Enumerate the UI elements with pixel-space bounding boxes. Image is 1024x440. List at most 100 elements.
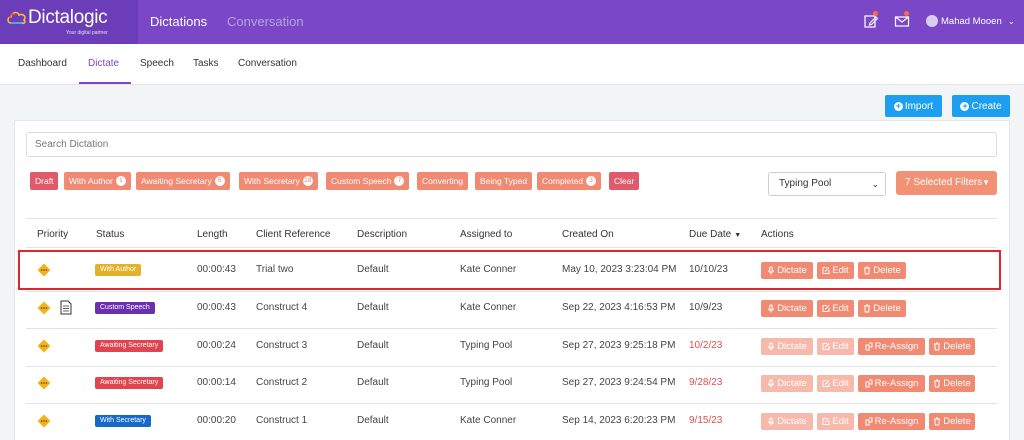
column-header-assigned-to[interactable]: Assigned to: [460, 229, 513, 240]
filter-chip-with-author[interactable]: With Author 1: [64, 172, 131, 190]
import-label: Import: [904, 100, 934, 112]
client-reference-cell: Construct 1: [256, 415, 308, 426]
column-header-description[interactable]: Description: [357, 229, 408, 240]
row-divider: [26, 328, 997, 329]
typing-pool-select[interactable]: Typing Pool ⌄: [768, 172, 886, 196]
due-date-cell: 10/10/23: [689, 264, 728, 275]
action-label: Re-Assign: [874, 341, 919, 352]
dictate-button[interactable]: Dictate: [761, 413, 813, 430]
filter-chip-with-secretary[interactable]: With Secretary 18: [239, 172, 318, 190]
document-icon[interactable]: [60, 300, 72, 315]
tab-dictate[interactable]: Dictate: [88, 58, 120, 69]
action-label: Delete: [873, 303, 901, 314]
assigned-to-cell: Kate Conner: [460, 264, 517, 275]
tab-speech[interactable]: Speech: [140, 58, 174, 69]
delete-button[interactable]: Delete: [929, 375, 975, 392]
re-assign-button[interactable]: Re-Assign: [858, 375, 925, 392]
filter-chip-converting[interactable]: Converting: [417, 172, 469, 190]
microphone-icon: [768, 417, 775, 426]
edit-button[interactable]: Edit: [817, 338, 854, 355]
dictate-button[interactable]: Dictate: [761, 375, 813, 392]
edit-button[interactable]: Edit: [817, 413, 854, 430]
delete-button[interactable]: Delete: [929, 413, 975, 430]
mail-notification-dot: [904, 11, 909, 16]
nav-dictations[interactable]: Dictations: [150, 14, 208, 29]
column-header-created-on[interactable]: Created On: [562, 229, 614, 240]
sort-desc-icon: ▼: [732, 232, 742, 239]
reassign-icon: [865, 417, 873, 426]
filter-chip-draft[interactable]: Draft: [30, 172, 59, 190]
plus-circle-icon: +: [893, 100, 903, 111]
action-label: Delete: [943, 416, 971, 427]
priority-icon: [37, 263, 51, 277]
delete-button[interactable]: Delete: [929, 338, 975, 355]
edit-icon: [822, 418, 830, 425]
create-label: Create: [971, 100, 1002, 112]
sub-navigation: Dashboard Dictate Speech Tasks Conversat…: [0, 44, 1024, 85]
microphone-icon: [768, 266, 775, 275]
row-divider: [26, 291, 997, 292]
column-header-length[interactable]: Length: [197, 229, 228, 240]
filter-chip-awaiting-secretary[interactable]: Awaiting Secretary 5: [136, 172, 230, 190]
user-avatar-icon[interactable]: [926, 15, 938, 27]
chip-label: With Author: [69, 176, 113, 186]
trash-icon: [934, 342, 941, 351]
edit-button[interactable]: Edit: [817, 375, 854, 392]
user-name[interactable]: Mahad Mooen: [941, 16, 1002, 27]
action-label: Edit: [832, 265, 849, 276]
description-cell: Default: [357, 377, 389, 388]
chevron-down-icon[interactable]: ⌄: [1008, 17, 1015, 26]
row-divider: [26, 366, 997, 367]
create-button[interactable]: + Create: [952, 95, 1010, 117]
length-cell: 00:00:20: [197, 415, 236, 426]
plus-circle-icon: +: [960, 100, 970, 111]
filter-chip-completed[interactable]: Completed 3: [537, 172, 602, 190]
chip-label: With Secretary: [244, 176, 300, 186]
action-label: Re-Assign: [874, 378, 919, 389]
column-header-priority[interactable]: Priority: [37, 229, 69, 240]
mail-icon[interactable]: [894, 13, 910, 29]
edit-icon: [822, 343, 830, 350]
microphone-icon: [768, 379, 775, 388]
filter-chip-custom-speech[interactable]: Custom Speech 7: [326, 172, 410, 190]
re-assign-button[interactable]: Re-Assign: [858, 338, 925, 355]
tab-conversation[interactable]: Conversation: [238, 58, 297, 69]
priority-icon: [37, 301, 51, 315]
tab-dashboard[interactable]: Dashboard: [18, 58, 67, 69]
dictate-button[interactable]: Dictate: [761, 262, 813, 279]
priority-icon: [37, 339, 51, 353]
dictate-button[interactable]: Dictate: [761, 300, 813, 317]
status-badge: Custom Speech: [95, 302, 155, 314]
edit-button[interactable]: Edit: [817, 300, 854, 317]
filters-label: 7 Selected Filters: [905, 177, 983, 188]
edit-note-icon[interactable]: [863, 13, 879, 29]
column-header-status[interactable]: Status: [96, 229, 125, 240]
divider: [26, 247, 997, 248]
chip-count: 3: [586, 176, 597, 186]
status-badge: Awaiting Secretary: [95, 340, 164, 352]
description-cell: Default: [357, 415, 389, 426]
search-input[interactable]: Search Dictation: [26, 132, 997, 157]
created-on-cell: Sep 14, 2023 6:20:23 PM: [562, 415, 676, 426]
tab-tasks[interactable]: Tasks: [193, 58, 219, 69]
logo[interactable]: Dictalogic Your digital partner: [0, 0, 138, 44]
selected-filters-button[interactable]: 7 Selected Filters ▼: [896, 171, 997, 195]
re-assign-button[interactable]: Re-Assign: [858, 413, 925, 430]
edit-button[interactable]: Edit: [817, 262, 854, 279]
chevron-down-icon: ⌄: [871, 179, 879, 189]
dictate-button[interactable]: Dictate: [761, 338, 813, 355]
column-header-due-date[interactable]: Due Date ▼: [689, 229, 741, 240]
nav-conversation[interactable]: Conversation: [227, 14, 304, 29]
column-header-client-reference[interactable]: Client Reference: [256, 229, 331, 240]
delete-button[interactable]: Delete: [858, 300, 906, 317]
filter-chip-clear[interactable]: Clear: [609, 172, 640, 190]
import-button[interactable]: + Import: [885, 95, 942, 117]
delete-button[interactable]: Delete: [858, 262, 906, 279]
filter-chip-being-typed[interactable]: Being Typed: [475, 172, 533, 190]
created-on-cell: Sep 27, 2023 9:24:54 PM: [562, 377, 676, 388]
action-label: Delete: [943, 341, 971, 352]
edit-icon: [822, 380, 830, 387]
select-value: Typing Pool: [779, 178, 832, 189]
chip-label: Completed: [542, 176, 584, 186]
action-label: Delete: [943, 378, 971, 389]
